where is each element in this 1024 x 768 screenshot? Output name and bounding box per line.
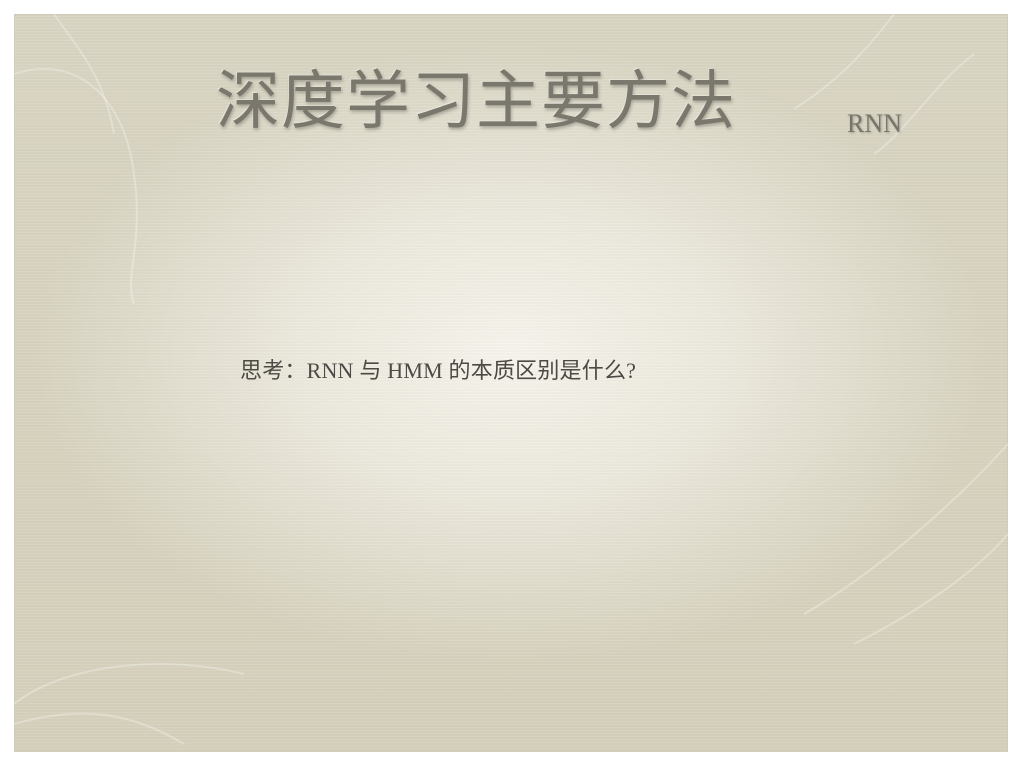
slide-title: 深度学习主要方法: [216, 65, 736, 139]
slide-subtitle: RNN: [847, 109, 902, 138]
decorative-swirls: [14, 14, 1008, 745]
paper-background: [14, 14, 1008, 752]
question-text: 思考：RNN 与 HMM 的本质区别是什么?: [240, 358, 637, 383]
